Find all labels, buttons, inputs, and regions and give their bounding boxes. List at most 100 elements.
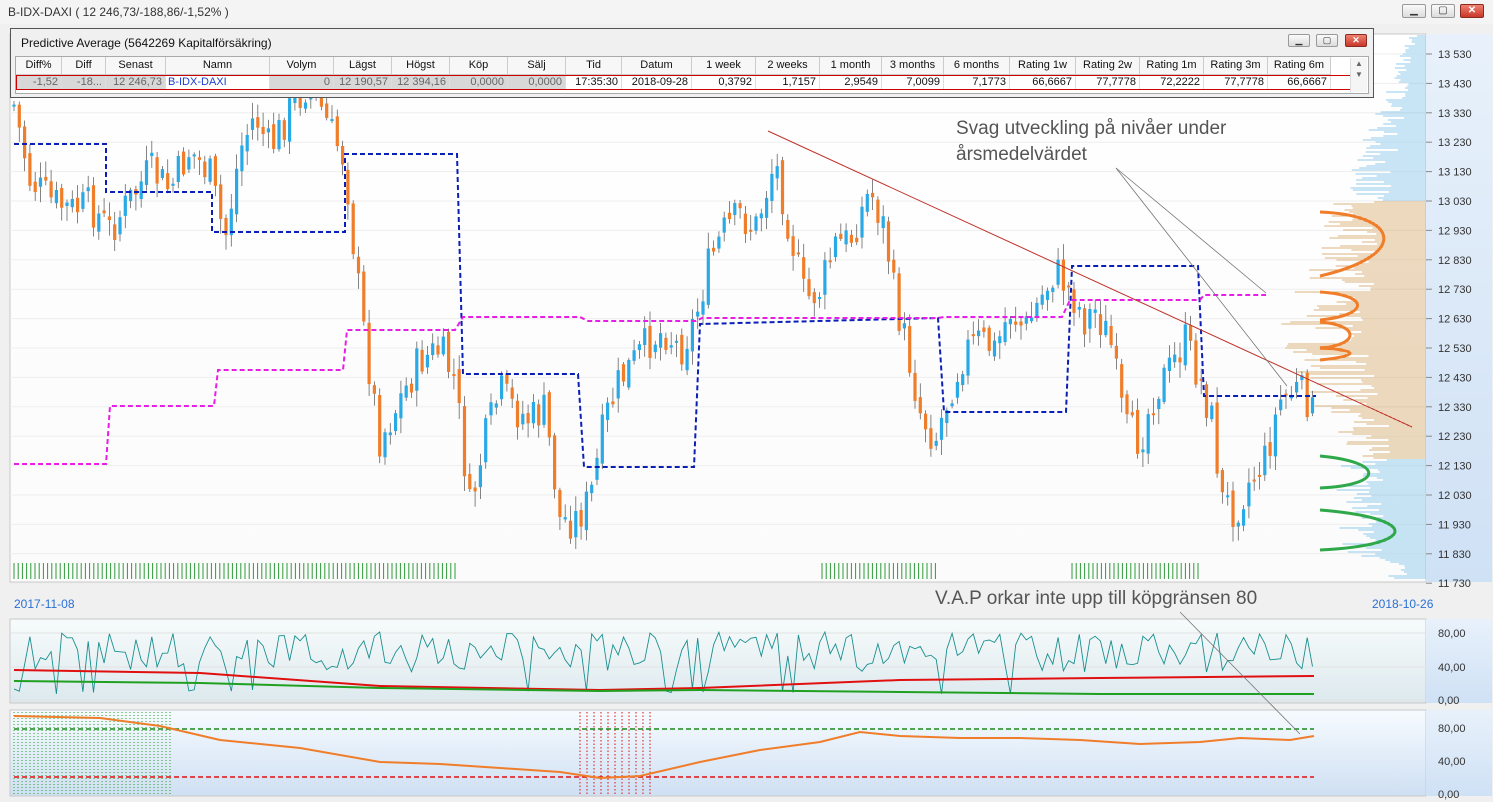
candle (659, 333, 663, 348)
magenta-average-line (14, 294, 1266, 465)
candle (616, 370, 620, 399)
panel-maximize-button[interactable]: ▢ (1316, 34, 1338, 47)
annotation-line-2: årsmedelvärdet (956, 144, 1087, 165)
table-row[interactable]: -1,52 -18... 12 246,73 B-IDX-DAXI 0 12 190,57… (16, 75, 1351, 90)
table-cell: 12 246,73 (106, 75, 166, 90)
candle (796, 252, 800, 255)
column-header[interactable]: 6 months (944, 57, 1010, 75)
column-header[interactable]: Senast (106, 57, 166, 75)
candle (1210, 405, 1214, 420)
candle (1093, 309, 1097, 313)
column-header[interactable]: Volym (270, 57, 334, 75)
candle (1098, 314, 1103, 336)
candle (987, 327, 991, 351)
candle (1215, 402, 1219, 474)
candle (886, 221, 891, 262)
predictive-average-panel[interactable]: Predictive Average (5642269 Kapitalförsä… (10, 28, 1374, 98)
candle (812, 292, 816, 304)
candle (245, 135, 249, 152)
column-header[interactable]: Lägst (334, 57, 392, 75)
column-header[interactable]: 1 month (820, 57, 882, 75)
table-cell: 7,0099 (882, 75, 944, 90)
column-header[interactable]: 1 week (692, 57, 756, 75)
column-header[interactable]: 3 months (882, 57, 944, 75)
column-header[interactable]: Tid (566, 57, 622, 75)
column-header[interactable]: 2 weeks (756, 57, 820, 75)
column-header[interactable]: Diff% (16, 57, 62, 75)
column-header[interactable]: Rating 1m (1140, 57, 1204, 75)
projection-curve (1319, 210, 1386, 278)
scroll-down-icon[interactable]: ▼ (1355, 70, 1363, 79)
candle (49, 181, 53, 198)
close-icon: ✕ (1467, 5, 1477, 16)
candle (65, 202, 69, 206)
candle (1173, 354, 1177, 363)
projection-curve (1319, 290, 1359, 322)
column-header[interactable]: Sälj (508, 57, 566, 75)
candle (213, 156, 217, 186)
minimize-icon: ▁ (1295, 35, 1303, 45)
panel-minimize-button[interactable]: ▁ (1288, 34, 1310, 47)
scroll-up-icon[interactable]: ▲ (1355, 59, 1363, 68)
column-header[interactable]: Rating 6m (1268, 57, 1331, 75)
candle (664, 337, 668, 350)
table-scrollbar[interactable]: ▲ ▼ (1350, 58, 1367, 92)
table-cell: -1,52 (16, 75, 62, 90)
chart-area[interactable]: 13 530 13 430 13 330 13 230 13 130 13 030 12 9… (0, 24, 1493, 802)
candle (505, 373, 509, 384)
candle (288, 98, 292, 142)
table-cell: 7,1773 (944, 75, 1010, 90)
osc2-axis-bg (1426, 710, 1492, 796)
candle (118, 217, 122, 235)
candle (272, 124, 276, 149)
candle (1167, 357, 1171, 371)
price-label: 12 230 (1438, 431, 1472, 443)
projection-curve (1319, 454, 1370, 490)
column-header[interactable]: Köp (450, 57, 508, 75)
candle (139, 181, 143, 200)
column-header[interactable]: Högst (392, 57, 450, 75)
panel-close-button[interactable]: ✕ (1345, 34, 1367, 47)
minimize-icon: ▁ (1410, 5, 1418, 16)
candle (38, 177, 43, 187)
close-button[interactable]: ✕ (1460, 4, 1484, 18)
column-header[interactable]: Rating 3m (1204, 57, 1268, 75)
candle (404, 385, 408, 398)
candle (70, 198, 74, 208)
column-header[interactable]: Namn (166, 57, 270, 75)
column-header[interactable]: Datum (622, 57, 692, 75)
candle (690, 319, 694, 352)
candle (775, 166, 779, 179)
column-header[interactable]: Rating 1w (1010, 57, 1076, 75)
candle (955, 381, 959, 398)
candle (590, 484, 594, 494)
price-label: 13 030 (1438, 196, 1472, 208)
candle (266, 128, 270, 133)
column-header[interactable]: Rating 2w (1076, 57, 1140, 75)
candle (1008, 318, 1012, 325)
candle (1141, 449, 1145, 453)
minimize-button[interactable]: ▁ (1402, 4, 1426, 18)
candle (76, 197, 80, 213)
price-axis-bg (1426, 34, 1492, 582)
candle (192, 154, 196, 157)
candle (759, 213, 763, 219)
candle (250, 118, 255, 130)
candle (447, 331, 451, 372)
candle (367, 322, 371, 385)
candle (44, 176, 48, 181)
candle (1014, 321, 1018, 325)
candle (579, 509, 583, 527)
candle (818, 297, 822, 300)
candle (510, 387, 514, 399)
candle (1067, 285, 1071, 288)
maximize-button[interactable]: ▢ (1431, 4, 1455, 18)
price-label: 12 930 (1438, 225, 1472, 237)
candle (1019, 321, 1023, 326)
candle (219, 184, 223, 219)
candle (1114, 345, 1118, 359)
candle (431, 343, 435, 356)
quote-table[interactable]: Diff% Diff Senast Namn Volym Lägst Högst Köp Säl… (15, 56, 1369, 94)
column-header[interactable]: Diff (62, 57, 106, 75)
table-cell: 17:35:30 (566, 75, 622, 90)
